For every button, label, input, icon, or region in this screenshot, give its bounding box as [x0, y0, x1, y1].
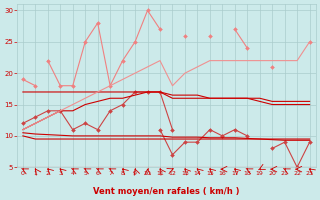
- X-axis label: Vent moyen/en rafales ( km/h ): Vent moyen/en rafales ( km/h ): [93, 187, 239, 196]
